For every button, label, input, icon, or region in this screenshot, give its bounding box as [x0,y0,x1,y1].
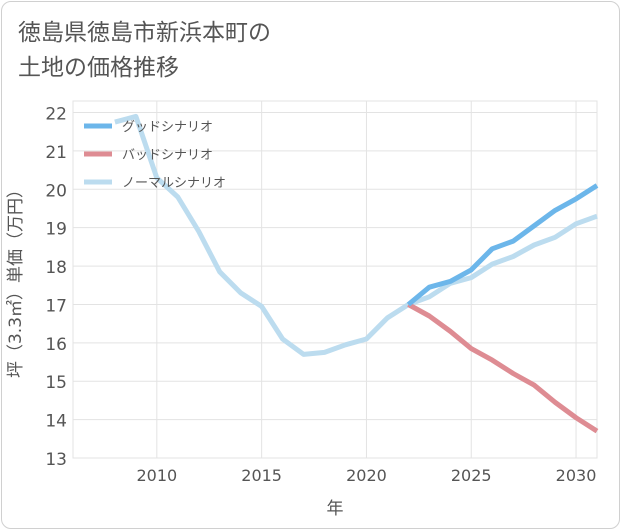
title-line-1: 徳島県徳島市新浜本町の [18,20,271,46]
y-tick-label: 22 [45,105,67,125]
series-lines [114,113,599,434]
y-tick-label: 15 [45,373,67,393]
y-tick-label: 19 [45,220,67,240]
legend-bad-label: バッドシナリオ [122,148,213,163]
y-tick-label: 13 [45,450,67,470]
axes: 13 14 15 16 17 18 19 20 21 22 2010 2015 2020 2025 2030 [45,105,596,485]
x-tick-label: 2010 [136,466,177,485]
y-axis-title: 坪（3.3㎡）単価（万円） [6,181,26,378]
y-tick-label: 17 [45,296,67,316]
title-line-2: 土地の価格推移 [18,55,179,81]
legend-good-label: グッドシナリオ [122,120,213,135]
y-tick-label: 21 [45,143,67,163]
y-tick-label: 18 [45,258,67,278]
x-tick-label: 2030 [556,466,597,485]
y-tick-label: 16 [45,335,67,355]
x-tick-label: 2020 [346,466,387,485]
y-tick-label: 20 [45,181,67,201]
series-line-bad [407,302,599,434]
axis-titles: 年 坪（3.3㎡）単価（万円） [6,181,344,519]
chart-title: 徳島県徳島市新浜本町の 土地の価格推移 [18,16,271,86]
y-tick-label: 14 [45,412,67,432]
x-tick-label: 2025 [451,466,492,485]
grid-lines [72,100,598,459]
series-line-normal [114,113,598,357]
x-axis-title: 年 [327,499,344,519]
x-tick-label: 2015 [241,466,282,485]
legend-normal-label: ノーマルシナリオ [122,176,226,191]
series-line-good [406,183,599,307]
